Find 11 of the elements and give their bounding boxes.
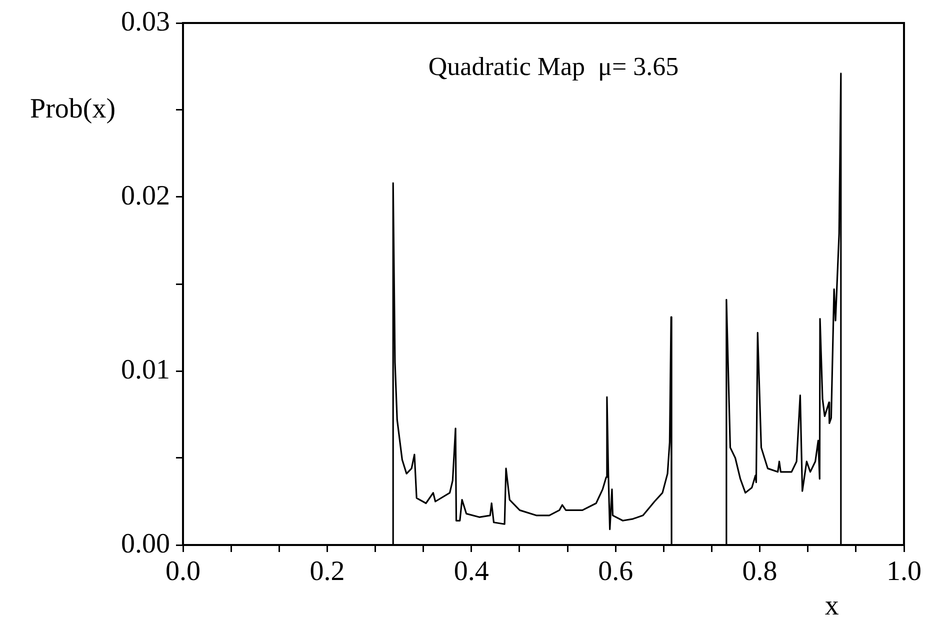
text: Quadratic Map μ= 3.65 — [428, 52, 679, 81]
y-tick-label: 0.02 — [121, 180, 170, 212]
x-axis-title: x — [824, 590, 839, 618]
y-axis-title: Prob(x) — [30, 93, 116, 124]
x-tick-label: 0.4 — [454, 556, 489, 588]
y-tick-label: 0.03 — [121, 6, 170, 38]
x-tick-label: 1.0 — [886, 556, 922, 588]
x-tick-label: 0.2 — [310, 556, 345, 588]
x-tick-label: 0.8 — [742, 556, 778, 588]
x-tick-label: 0.6 — [598, 556, 634, 588]
y-tick-label: 0.01 — [121, 354, 170, 386]
